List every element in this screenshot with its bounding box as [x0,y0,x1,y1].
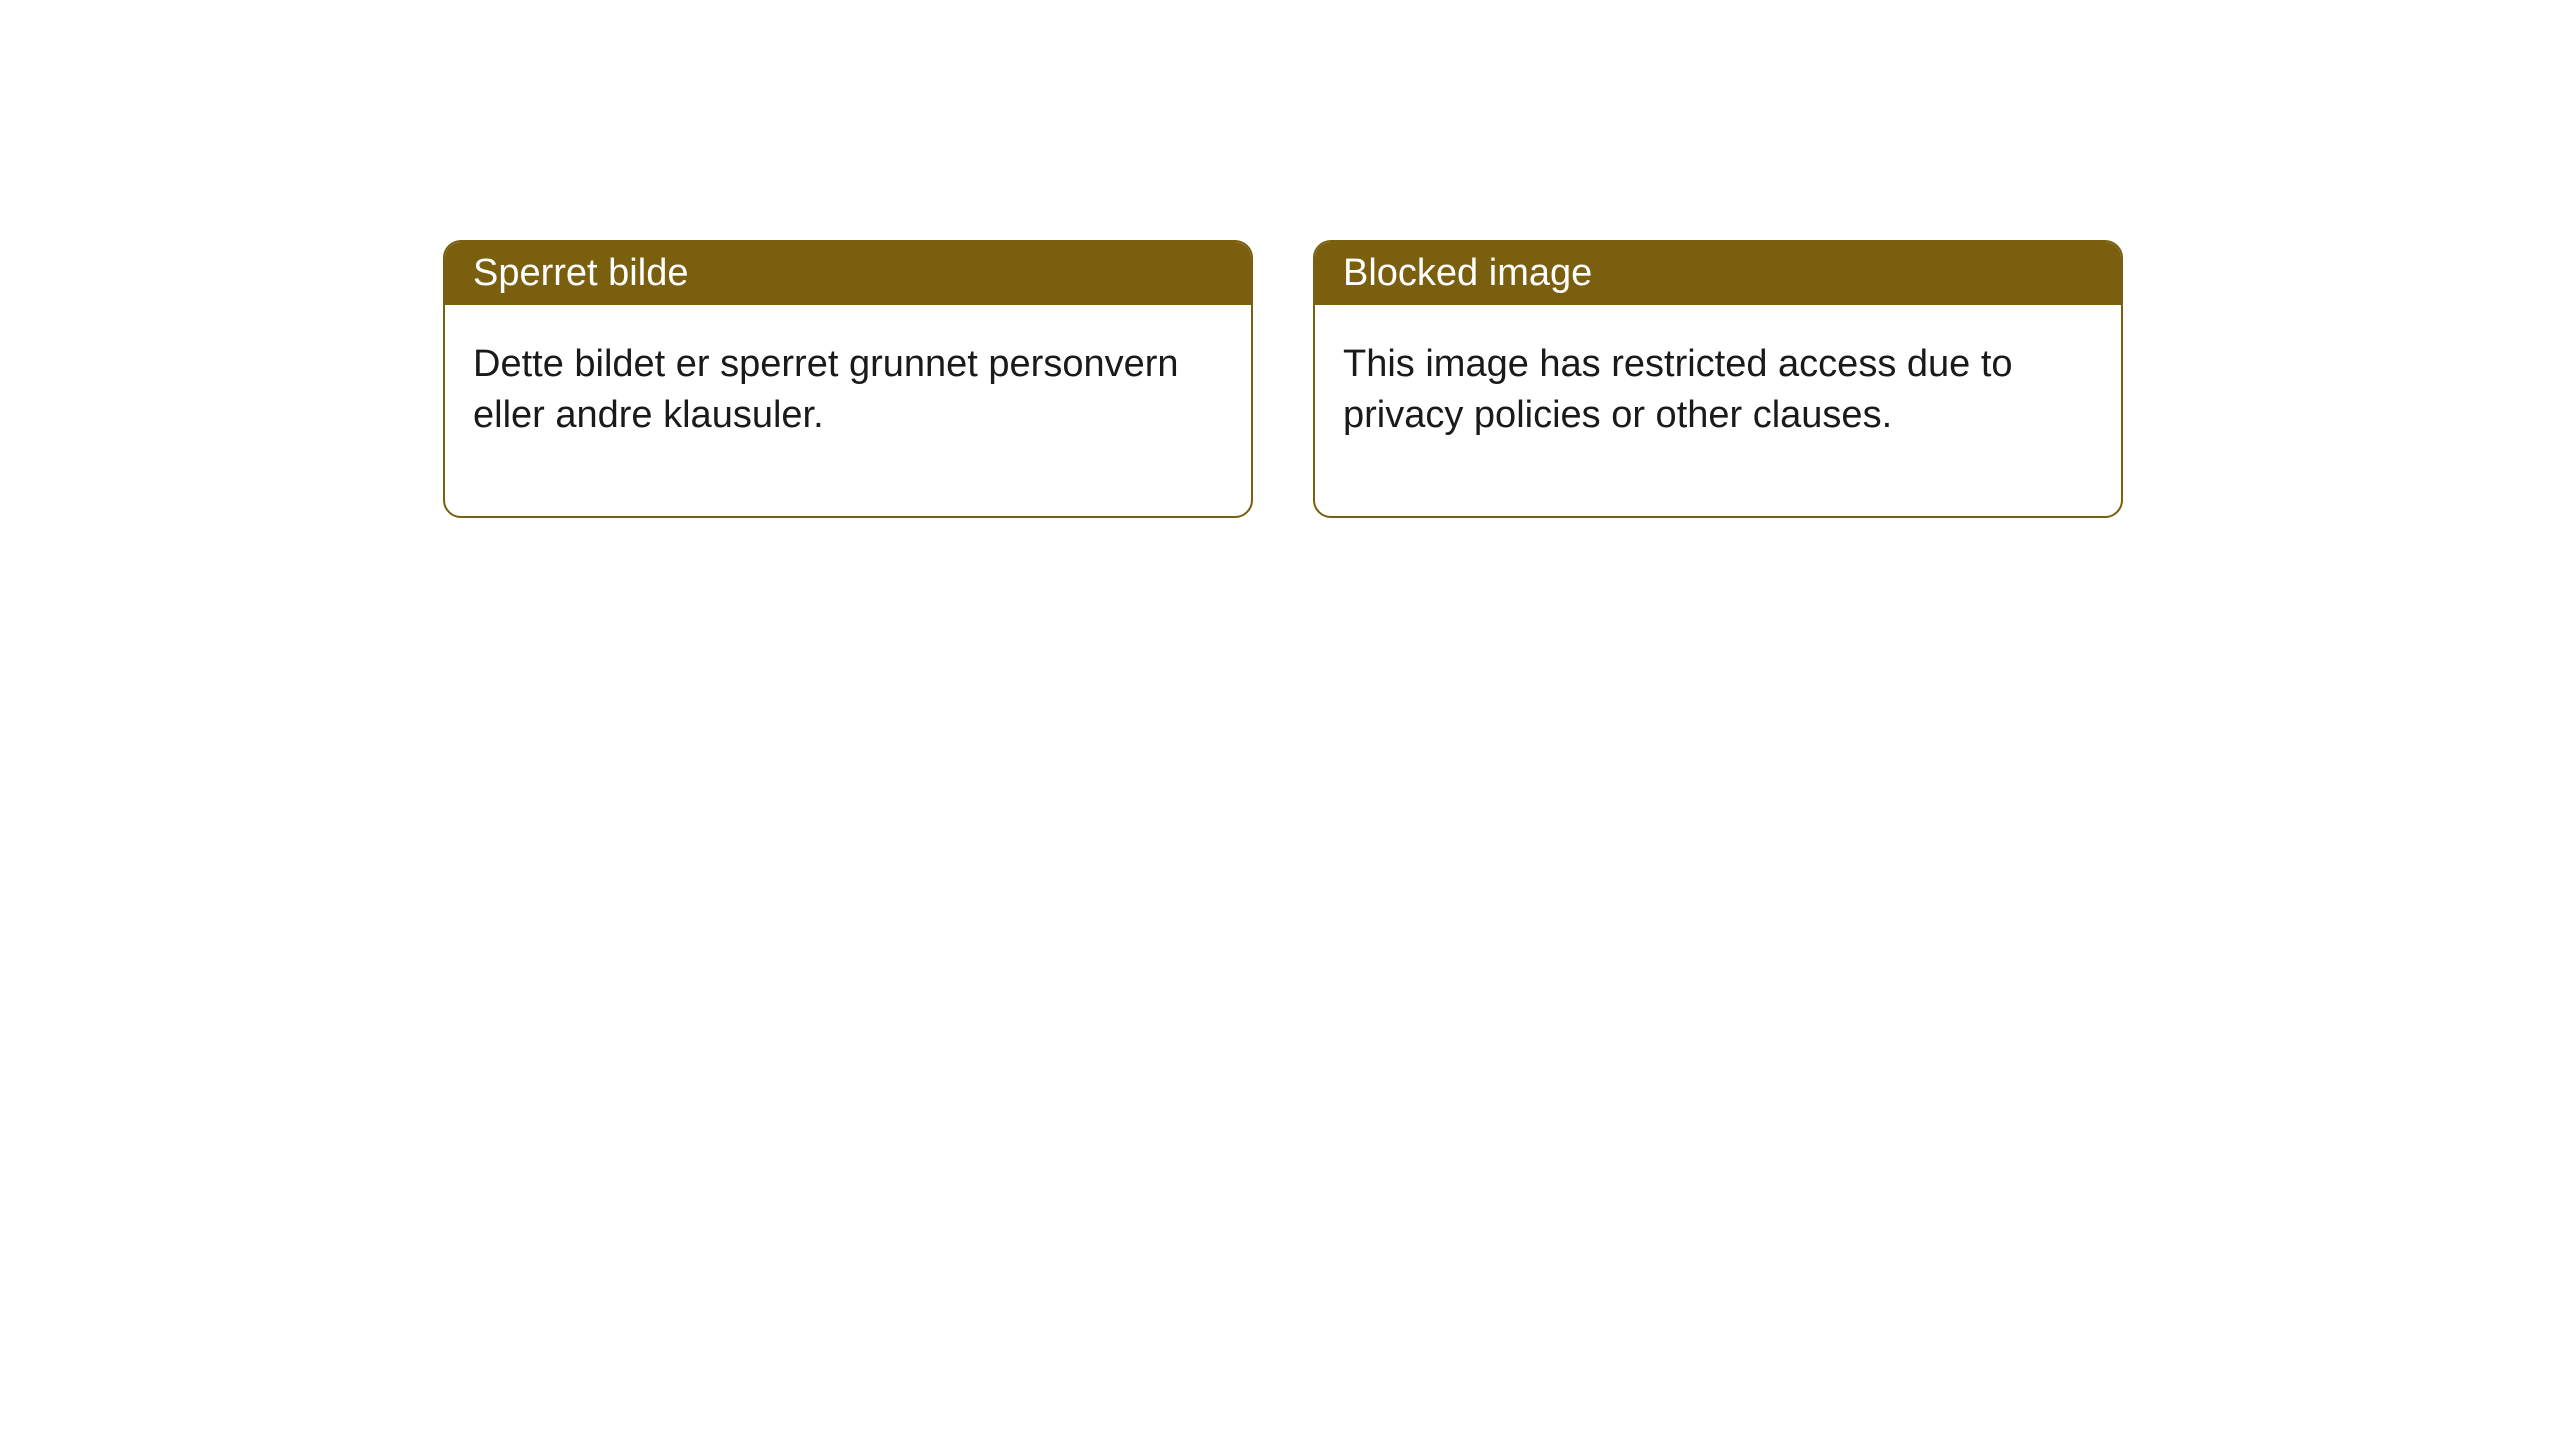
notice-card-no-body: Dette bildet er sperret grunnet personve… [445,305,1251,516]
notice-cards-row: Sperret bilde Dette bildet er sperret gr… [443,240,2123,518]
notice-card-en: Blocked image This image has restricted … [1313,240,2123,518]
notice-card-en-title: Blocked image [1315,242,2121,305]
notice-card-en-body: This image has restricted access due to … [1315,305,2121,516]
notice-card-no-title: Sperret bilde [445,242,1251,305]
notice-card-no: Sperret bilde Dette bildet er sperret gr… [443,240,1253,518]
